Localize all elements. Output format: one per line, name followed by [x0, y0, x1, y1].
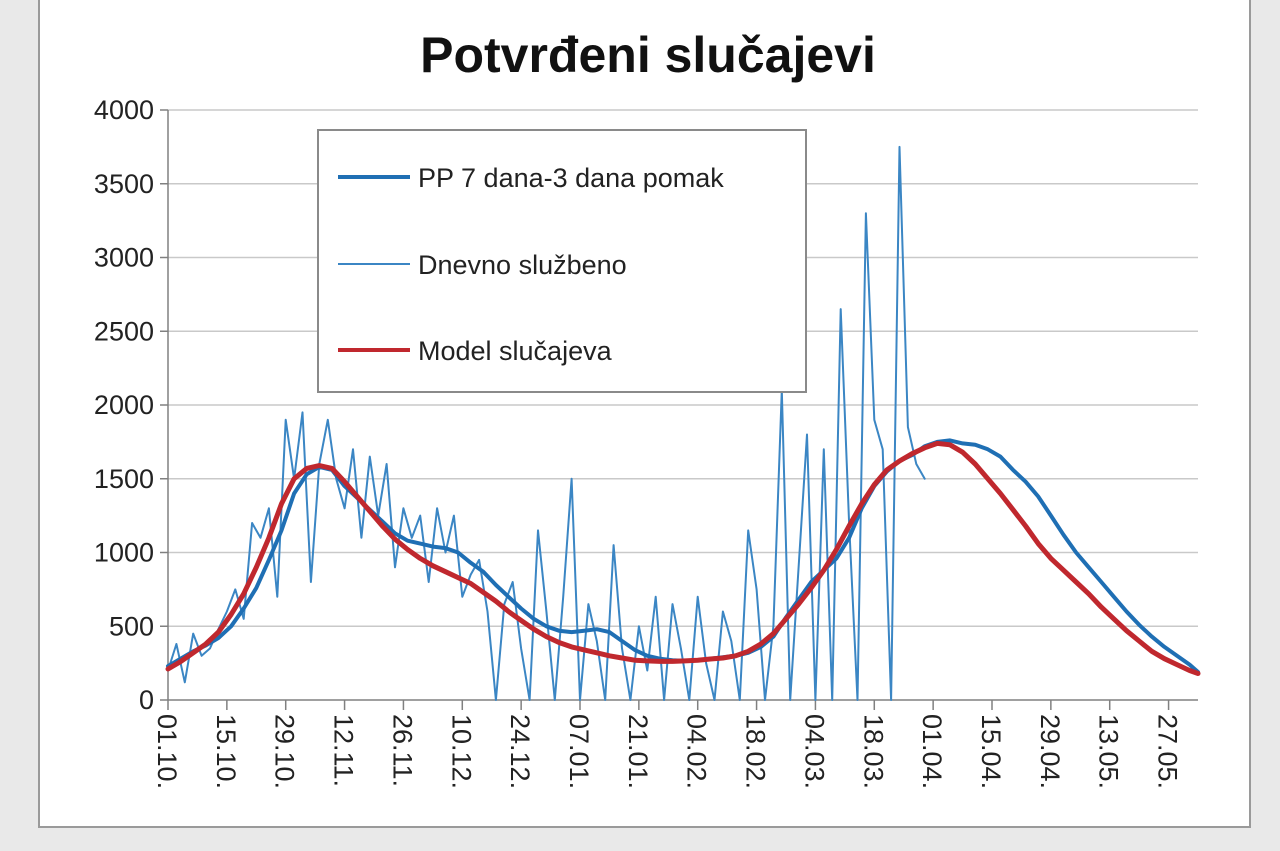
series-line-smoothed	[166, 438, 1200, 674]
y-tick-label: 1500	[94, 464, 154, 494]
x-tick-label: 18.02.	[741, 714, 771, 789]
x-tick-label: 27.05.	[1153, 714, 1183, 789]
x-tick-label: 18.03.	[858, 714, 888, 789]
x-tick-label: 29.04.	[1035, 714, 1065, 789]
y-tick-label: 0	[139, 685, 154, 715]
x-tick-label: 01.04.	[917, 714, 947, 789]
x-axis-ticks: 01.10. 15.10. 29.10. 12.11. 26.11. 10.12. 24.1…	[152, 700, 1183, 789]
legend-label-smoothed: PP 7 dana-3 dana pomak	[418, 163, 724, 193]
y-tick-label: 4000	[94, 95, 154, 125]
x-tick-label: 29.10.	[270, 714, 300, 789]
y-tick-label: 3000	[94, 243, 154, 273]
x-tick-label: 04.03.	[799, 714, 829, 789]
y-tick-label: 500	[109, 611, 154, 641]
y-tick-label: 2500	[94, 316, 154, 346]
series-line-model	[165, 440, 1201, 676]
x-tick-label: 26.11.	[387, 714, 417, 787]
chart-frame: Potvrđeni slučajevi 0 500 1000 1500 2000 2500…	[38, 0, 1251, 828]
x-tick-label: 04.02.	[682, 714, 712, 789]
y-axis-ticks: 0 500 1000 1500 2000 2500 3000 3500 4000	[94, 95, 168, 715]
x-tick-label: 15.10.	[211, 714, 241, 789]
x-tick-label: 15.04.	[976, 714, 1006, 789]
y-tick-label: 2000	[94, 390, 154, 420]
chart-title: Potvrđeni slučajevi	[420, 27, 876, 83]
y-tick-label: 1000	[94, 538, 154, 568]
x-tick-label: 07.01.	[564, 714, 594, 789]
series-lines	[165, 145, 1201, 701]
legend-label-daily: Dnevno službeno	[418, 250, 627, 280]
x-tick-label: 21.01.	[623, 714, 653, 789]
x-tick-label: 01.10.	[152, 714, 182, 789]
x-tick-label: 10.12.	[446, 714, 476, 789]
y-tick-label: 3500	[94, 169, 154, 199]
chart-canvas: Potvrđeni slučajevi 0 500 1000 1500 2000 2500…	[94, 27, 1201, 789]
x-tick-label: 12.11.	[329, 714, 359, 787]
x-tick-label: 13.05.	[1094, 714, 1124, 789]
legend-label-model: Model slučajeva	[418, 336, 613, 366]
legend: PP 7 dana-3 dana pomak Dnevno službeno M…	[317, 129, 807, 393]
x-tick-label: 24.12.	[505, 714, 535, 789]
